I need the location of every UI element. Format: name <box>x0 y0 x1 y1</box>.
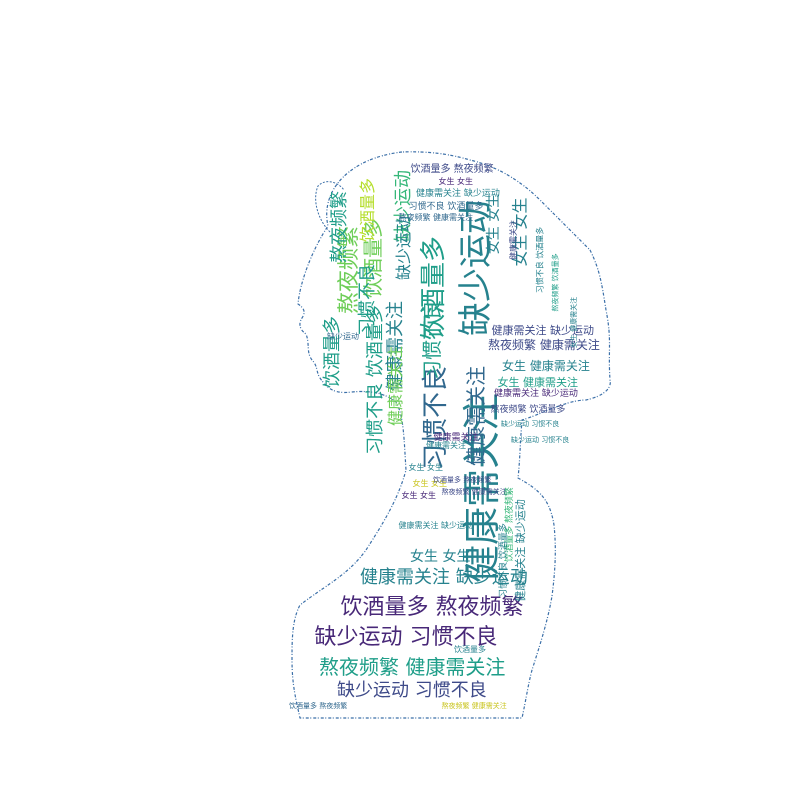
word-cloud-word: 饮酒量多 熬夜频繁 <box>433 475 492 484</box>
word-cloud-word: 女生 女生 <box>408 463 444 472</box>
word-cloud-word: 健康需关注 <box>426 441 466 450</box>
word-cloud-word: 饮酒量多 熬夜频繁 <box>410 164 494 175</box>
word-cloud-word: 习惯不良 饮酒量多 <box>498 522 509 598</box>
word-cloud-word: 健康需关注 缺少运动 <box>398 521 474 530</box>
word-cloud-word: 熬夜频繁 健康需关注 <box>488 338 600 352</box>
word-cloud-word: 饮酒量多 <box>322 316 343 388</box>
word-cloud-word: 饮酒量多 <box>454 645 486 654</box>
word-cloud-word: 缺少运动 习惯不良 <box>314 625 498 650</box>
word-cloud-word: 健康需关注 缺少运动 <box>491 323 595 337</box>
word-cloud-word: 熬夜频繁 健康需关注 <box>398 213 474 222</box>
word-cloud-word: 健康需关注 <box>464 366 488 466</box>
word-cloud-word: 健康需关注 <box>509 220 518 260</box>
word-cloud-word: 习惯不良 饮酒量多 <box>408 201 484 212</box>
word-cloud-word: 女生 女生 <box>401 491 437 500</box>
word-cloud-word: 健康需关注 <box>433 432 479 443</box>
word-cloud-word: 健康需关注 缺少运动 <box>513 498 527 602</box>
word-cloud-word: 女生 健康需关注 <box>502 359 590 373</box>
word-cloud-word: 缺少运动 <box>327 332 359 341</box>
woman-profile-silhouette <box>291 151 611 719</box>
word-cloud-word: 饮酒量多 <box>358 177 378 243</box>
word-cloud-word: 女生 女生 <box>486 193 503 255</box>
word-cloud-word: 健康需关注 缺少运动 <box>360 567 528 588</box>
word-cloud-word: 女生 健康需关注 <box>497 375 579 389</box>
word-cloud-word: 饮酒量多 熬夜频繁 <box>340 595 524 620</box>
word-cloud-word: 缺少运动 习惯不良 <box>501 419 560 428</box>
hair-bun-outline <box>315 181 345 233</box>
word-cloud-word: 习惯不良 饮酒量多 <box>534 226 544 294</box>
word-cloud-word: 饮酒量多 熬夜频繁 <box>289 701 348 710</box>
word-cloud-word: 女生 女生 <box>412 479 448 488</box>
word-cloud-word: 熬夜频繁 健康需关注 <box>319 655 506 679</box>
word-cloud-word: 熬夜频繁 饮酒量多 <box>490 404 566 415</box>
word-cloud-word: 熬夜频繁 饮酒量多 <box>551 252 560 312</box>
word-cloud-word: 熬夜频繁 健康需关注 <box>441 701 507 710</box>
word-cloud-word: 习惯不良 <box>420 300 444 380</box>
word-cloud-word: 健康需关注 缺少运动 <box>416 188 500 199</box>
word-cloud-word: 缺少运动 习惯不良 <box>511 435 570 444</box>
word-cloud-word: 缺少运动 习惯不良 <box>337 680 487 701</box>
word-cloud-word: 熬夜频繁 健康需关注 <box>441 487 507 496</box>
word-cloud-word: 女生 女生 <box>410 549 471 565</box>
word-cloud-word: 健康需关注 <box>386 345 406 427</box>
word-cloud-word: 缺少运动 <box>394 215 414 281</box>
word-cloud-word: 女生 健康需关注 <box>569 296 578 348</box>
word-cloud-word: 习惯不良 <box>421 365 452 471</box>
word-cloud-word: 健康需关注 缺少运动 <box>494 388 578 399</box>
word-cloud-word: 女生 女生 <box>438 177 474 186</box>
word-cloud-word: 习惯不良 <box>357 264 378 336</box>
word-cloud-word: 熬夜频繁 <box>329 191 350 263</box>
